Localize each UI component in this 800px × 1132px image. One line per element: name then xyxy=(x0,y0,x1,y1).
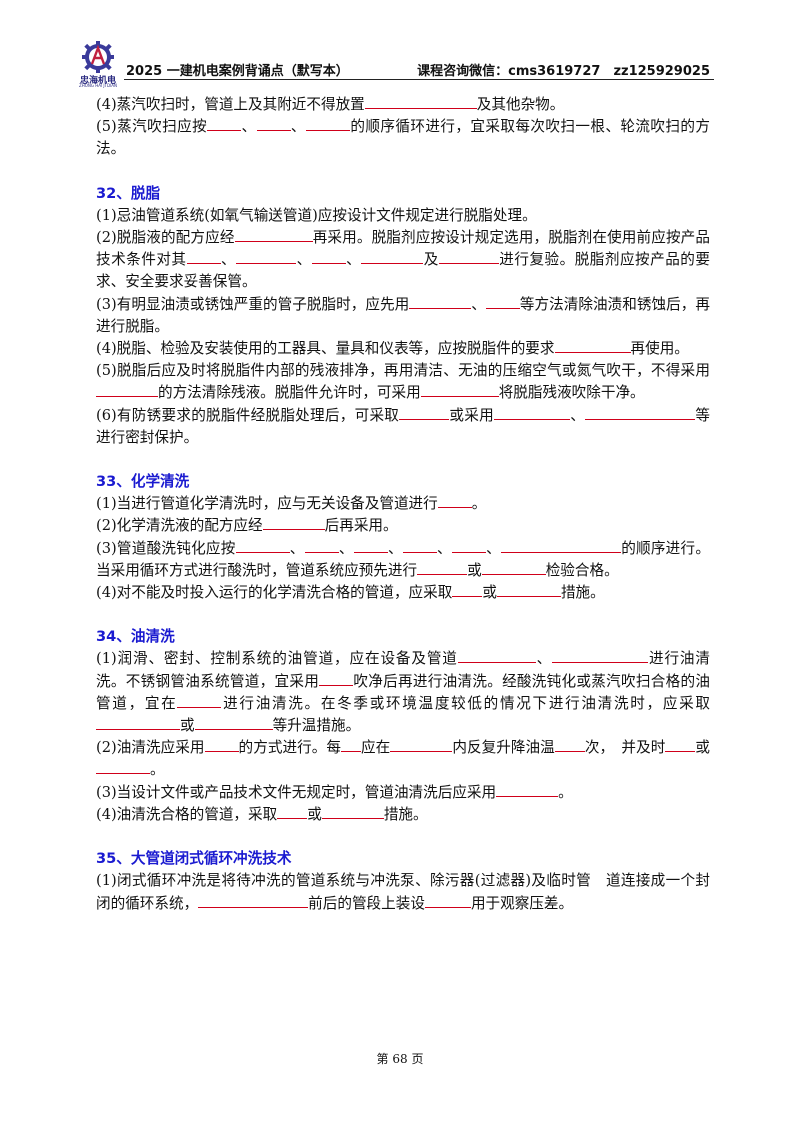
s33-item-2: (2)化学清洗液的配方应经 后再采用。 xyxy=(96,515,398,535)
header-contact: 课程咨询微信：cms3619727 zz125929025 xyxy=(417,64,710,79)
s33-item-4: (4)对不能及时投入运行的化学清洗合格的管道，应采取或措施。 xyxy=(96,582,605,602)
fill-blank[interactable] xyxy=(305,116,350,132)
fill-blank[interactable] xyxy=(554,737,585,753)
s32-item-6: (6)有防锈要求的脱脂件经脱脂处理后，可采取 或采用、等进行密封保护。 xyxy=(96,405,710,446)
fill-blank[interactable] xyxy=(500,538,621,553)
header-divider xyxy=(124,79,714,80)
fill-blank[interactable] xyxy=(409,294,472,309)
fill-blank[interactable] xyxy=(207,116,242,132)
page-content: (4)蒸汽吹扫时，管道上及其附近不得放置 及其他杂物。 (5)蒸汽吹扫应按、、的顺… xyxy=(96,94,710,915)
fill-blank[interactable] xyxy=(496,582,561,598)
fill-blank[interactable] xyxy=(457,648,536,664)
fill-blank[interactable] xyxy=(493,405,570,420)
section-heading-34: 34、油清洗 xyxy=(96,628,175,646)
section-heading-35: 35、大管道闭式循环冲洗技术 xyxy=(96,850,292,868)
fill-blank[interactable] xyxy=(438,249,499,265)
fill-blank[interactable] xyxy=(256,116,291,132)
s32-item-2: (2)脱脂液的配方应经 再采用。脱脂剂应按设计规定选用，脱脂剂在使用前应按产品技术… xyxy=(96,227,710,291)
fill-blank[interactable] xyxy=(96,382,158,398)
section-heading-33: 33、化学清洗 xyxy=(96,473,190,491)
logo-gear-icon xyxy=(78,40,118,78)
intro-item-4: (4)蒸汽吹扫时，管道上及其附近不得放置 及其他杂物。 xyxy=(96,94,565,113)
fill-blank[interactable] xyxy=(304,538,339,553)
fill-blank[interactable] xyxy=(311,249,346,265)
s34-item-3: (3)当设计文件或产品技术文件无规定时，管道油清洗后应采用。 xyxy=(96,782,573,801)
fill-blank[interactable] xyxy=(552,648,649,664)
s32-item-5: (5)脱脂后应及时将脱脂件内部的残液排净，再用清洁、无油的压缩空气或氮气吹干，不… xyxy=(96,362,710,402)
fill-blank[interactable] xyxy=(361,249,424,265)
fill-blank[interactable] xyxy=(665,737,696,753)
fill-blank[interactable] xyxy=(437,493,472,509)
fill-blank[interactable] xyxy=(451,538,486,553)
fill-blank[interactable] xyxy=(585,405,696,420)
fill-blank[interactable] xyxy=(198,893,309,908)
fill-blank[interactable] xyxy=(364,94,477,109)
fill-blank[interactable] xyxy=(390,737,453,753)
logo-subtext: ZHONG HAI JI DIAN xyxy=(78,83,118,88)
fill-blank[interactable] xyxy=(235,538,290,553)
fill-blank[interactable] xyxy=(496,782,559,797)
fill-blank[interactable] xyxy=(481,560,546,575)
fill-blank[interactable] xyxy=(420,382,499,398)
fill-blank[interactable] xyxy=(186,249,221,265)
fill-blank[interactable] xyxy=(321,804,384,819)
fill-blank[interactable] xyxy=(96,715,180,731)
s34-item-4: (4)油清洗合格的管道，采取或措施。 xyxy=(96,804,428,823)
fill-blank[interactable] xyxy=(402,538,437,553)
fill-blank[interactable] xyxy=(177,693,222,708)
fill-blank[interactable] xyxy=(399,405,450,420)
section-heading-32: 32、脱脂 xyxy=(96,184,161,202)
fill-blank[interactable] xyxy=(96,759,150,775)
fill-blank[interactable] xyxy=(236,249,297,265)
fill-blank[interactable] xyxy=(417,560,468,575)
s32-item-3: (3)有明显油渍或锈蚀严重的管子脱脂时，应先用、等方法清除油渍和锈蚀后，再进行脱… xyxy=(96,294,710,335)
fill-blank[interactable] xyxy=(277,804,308,819)
s32-item-1: (1)忌油管道系统(如氧气输送管道)应按设计文件规定进行脱脂处理。 xyxy=(96,206,537,224)
fill-blank[interactable] xyxy=(319,671,354,686)
fill-blank[interactable] xyxy=(353,538,388,553)
s34-item-1: (1)润滑、密封、控制系统的油管道，应在设备及管道、进行油清洗。不锈钢管油系统管… xyxy=(96,648,710,735)
fill-blank[interactable] xyxy=(262,515,325,531)
fill-blank[interactable] xyxy=(424,893,471,908)
fill-blank[interactable] xyxy=(234,227,313,243)
fill-blank[interactable] xyxy=(341,737,361,753)
s33-item-1: (1)当进行管道化学清洗时，应与无关设备及管道进行。 xyxy=(96,493,487,513)
logo-text: 忠海机电 xyxy=(79,76,116,86)
s35-item-1: (1)闭式循环冲洗是将待冲洗的管道系统与冲洗泵、除污器(过滤器)及临时管 道连接… xyxy=(96,872,710,912)
fill-blank[interactable] xyxy=(554,338,631,354)
fill-blank[interactable] xyxy=(194,715,273,731)
fill-blank[interactable] xyxy=(452,582,483,598)
intro-item-5: (5)蒸汽吹扫应按、、的顺序循环进行，宜采取每次吹扫一根、轮流吹扫的方法。 xyxy=(96,116,710,158)
page-header: 忠海机电 ZHONG HAI JI DIAN 2025 一建机电案例背诵点（默写… xyxy=(72,40,714,88)
fill-blank[interactable] xyxy=(485,294,520,309)
s34-item-2: (2)油清洗应采用 的方式进行。每 应在 内反复升降油温 次， 并及时 或。 xyxy=(96,737,710,779)
fill-blank[interactable] xyxy=(204,737,239,753)
s33-item-3: (3)管道酸洗钝化应按、、、、、的顺序进行。当采用循环方式进行酸洗时，管道系统应… xyxy=(96,538,710,579)
page-number: 第 68 页 xyxy=(376,1052,424,1066)
s32-item-4: (4)脱脂、检验及安装使用的工器具、量具和仪表等，应按脱脂件的要求 再使用。 xyxy=(96,338,689,358)
header-title: 2025 一建机电案例背诵点（默写本） xyxy=(126,64,349,79)
